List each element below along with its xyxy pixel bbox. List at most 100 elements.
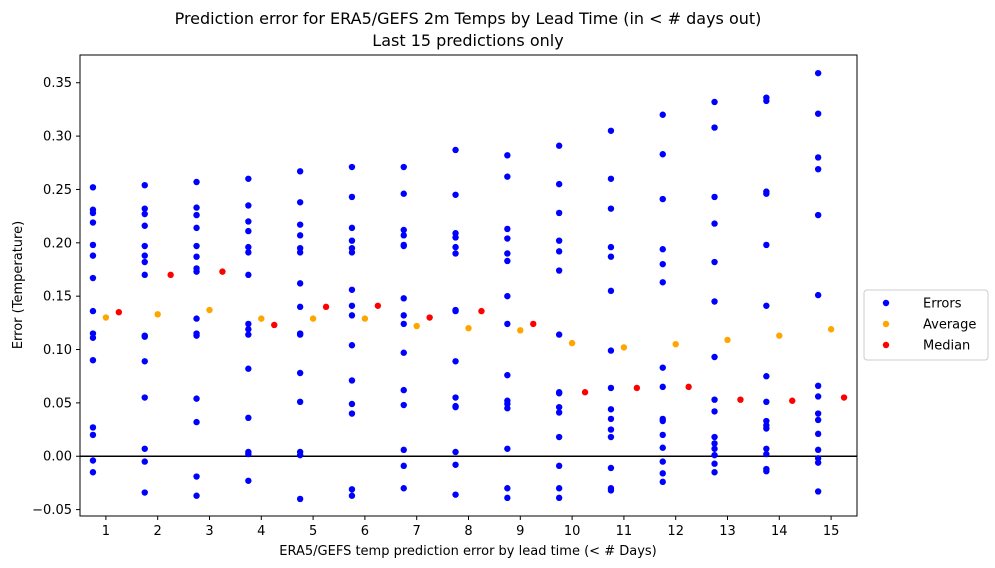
- data-point-errors: [193, 418, 200, 426]
- data-point-errors: [296, 168, 304, 175]
- data-point-errors: [348, 410, 356, 417]
- data-point-errors: [763, 373, 770, 380]
- data-point-errors: [141, 252, 148, 259]
- data-point-errors: [814, 154, 822, 161]
- data-point-errors: [711, 460, 718, 467]
- data-point-errors: [555, 390, 563, 397]
- data-point-errors: [504, 445, 511, 452]
- x-tick-label: 12: [667, 524, 684, 539]
- x-axis-ticks: 1 2 3 4 5 6 7 8 9 10 11 12 13 14 15: [102, 516, 839, 539]
- data-point-errors: [607, 127, 615, 134]
- data-point-errors: [763, 425, 770, 432]
- data-point-errors: [400, 462, 407, 470]
- data-point-errors: [348, 249, 356, 256]
- data-point-errors: [193, 178, 200, 186]
- data-point-errors: [555, 142, 563, 149]
- data-point-errors: [245, 249, 252, 256]
- data-point-errors: [89, 334, 97, 341]
- data-point-average: [465, 324, 472, 332]
- data-point-errors: [659, 260, 666, 268]
- data-point-errors: [193, 395, 200, 402]
- data-point-errors: [400, 446, 407, 454]
- data-point-errors: [711, 258, 718, 266]
- x-tick-label: 7: [413, 524, 421, 539]
- data-point-errors: [245, 271, 252, 279]
- data-point-errors: [141, 271, 148, 279]
- data-point-errors: [659, 470, 666, 477]
- data-point-median: [789, 397, 796, 404]
- data-point-errors: [763, 190, 770, 197]
- data-point-errors: [814, 69, 822, 77]
- data-point-errors: [348, 286, 356, 293]
- x-tick-label: 8: [464, 524, 472, 539]
- data-point-errors: [245, 175, 252, 182]
- data-point-errors: [296, 331, 304, 338]
- data-point-errors: [607, 287, 615, 295]
- data-point-errors: [89, 431, 97, 439]
- data-point-errors: [245, 326, 252, 333]
- data-point-errors: [245, 202, 252, 209]
- data-point-errors: [296, 451, 304, 459]
- data-point-median: [530, 320, 537, 328]
- data-point-errors: [504, 173, 511, 180]
- data-point-errors: [452, 448, 459, 456]
- data-point-errors: [141, 181, 148, 189]
- x-tick-label: 10: [564, 524, 581, 539]
- data-point-errors: [659, 417, 666, 425]
- data-point-errors: [607, 253, 615, 260]
- data-point-median: [167, 271, 174, 279]
- data-point-errors: [555, 331, 563, 338]
- data-point-errors: [555, 433, 563, 441]
- data-point-errors: [711, 220, 718, 227]
- data-point-errors: [504, 485, 511, 492]
- data-point-errors: [814, 393, 822, 400]
- data-point-errors: [555, 494, 563, 502]
- data-point-errors: [504, 152, 511, 159]
- data-point-average: [620, 344, 628, 351]
- data-point-median: [322, 303, 330, 311]
- y-tick-label: 0.35: [43, 76, 72, 91]
- x-axis-label: ERA5/GEFS temp prediction error by lead …: [279, 544, 656, 559]
- data-point-average: [776, 332, 783, 339]
- data-point-errors: [193, 473, 200, 480]
- data-point-errors: [555, 248, 563, 255]
- data-point-errors: [711, 469, 718, 476]
- data-point-errors: [814, 291, 822, 299]
- data-point-errors: [296, 369, 304, 377]
- data-point-errors: [607, 347, 615, 354]
- data-point-errors: [763, 241, 770, 249]
- data-point-errors: [89, 209, 97, 217]
- data-point-errors: [659, 151, 666, 158]
- data-point-errors: [245, 331, 252, 338]
- data-point-errors: [89, 307, 97, 315]
- data-point-errors: [452, 461, 459, 468]
- data-point-errors: [193, 332, 200, 339]
- data-point-errors: [348, 342, 356, 349]
- data-point-errors: [814, 165, 822, 173]
- data-point-average: [309, 315, 317, 322]
- data-point-errors: [763, 398, 770, 406]
- x-tick-label: 4: [257, 524, 265, 539]
- data-point-errors: [348, 302, 356, 309]
- data-point-errors: [555, 485, 563, 492]
- data-point-median: [426, 314, 433, 321]
- data-point-errors: [452, 307, 459, 315]
- chart-titles: Prediction error for ERA5/GEFS 2m Temps …: [175, 9, 762, 50]
- data-point-errors: [296, 398, 304, 406]
- data-point-errors: [504, 405, 511, 412]
- data-point-errors: [814, 410, 822, 417]
- x-tick-label: 11: [616, 524, 633, 539]
- y-axis-label: Error (Temperature): [11, 221, 26, 349]
- data-point-errors: [555, 409, 563, 416]
- data-point-errors: [711, 353, 718, 361]
- data-point-errors: [659, 364, 666, 371]
- data-point-errors: [814, 430, 822, 438]
- data-point-errors: [89, 356, 97, 364]
- data-point-errors: [711, 396, 718, 403]
- chart-title: Prediction error for ERA5/GEFS 2m Temps …: [175, 9, 762, 28]
- data-point-errors: [763, 445, 770, 452]
- data-point-errors: [296, 221, 304, 228]
- data-point-errors: [141, 205, 148, 212]
- data-point-errors: [141, 358, 148, 365]
- data-point-average: [827, 326, 835, 333]
